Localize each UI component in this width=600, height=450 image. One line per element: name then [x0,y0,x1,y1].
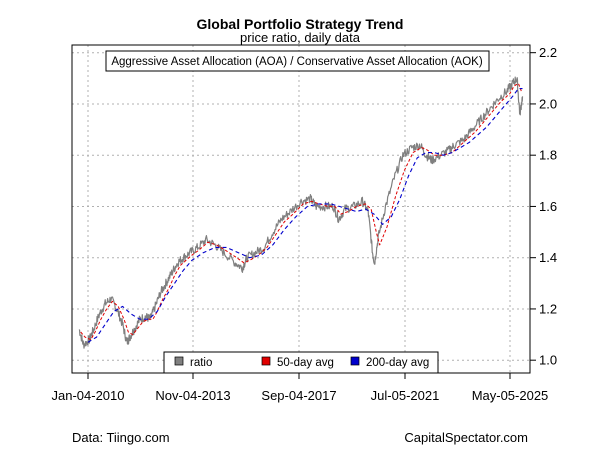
footer-credit: CapitalSpectator.com [404,430,528,445]
legend-swatch-200day [350,356,360,366]
legend-swatch-ratio [174,356,184,366]
y-tick-label: 1.6 [539,199,557,214]
legend-frame [163,351,439,374]
footer-source: Data: Tiingo.com [72,430,170,445]
chart-subtitle: price ratio, daily data [240,30,361,45]
legend-label-ratio: ratio [190,357,212,369]
chart-title: Global Portfolio Strategy Trend [197,16,404,32]
x-tick-label: Sep-04-2017 [261,388,336,403]
annotation-frame [105,50,490,72]
legend-label-200day: 200-day avg [366,357,429,369]
legend: ratio 50-day avg 200-day avg [163,351,439,374]
x-tick-label: May-05-2025 [472,388,549,403]
legend-label-50day: 50-day avg [277,357,334,369]
y-tick-label: 1.2 [539,301,557,316]
y-tick-label: 2.2 [539,45,557,60]
y-tick-label: 2.0 [539,96,557,111]
series-ratio [78,76,524,349]
series-200day [87,88,523,343]
legend-swatch-50day [261,356,271,366]
series-50day [80,82,522,341]
x-tick-label: Jul-05-2021 [371,388,440,403]
y-tick-label: 1.4 [539,250,557,265]
x-tick-label: Jan-04-2010 [52,388,125,403]
y-tick-label: 1.0 [539,353,557,368]
series-lines [78,76,524,349]
y-tick-label: 1.8 [539,148,557,163]
y-axis: 1.0 1.2 1.4 1.6 1.8 2.0 2.2 [530,45,557,368]
x-tick-label: Nov-04-2013 [155,388,230,403]
annotation-text: Aggressive Asset Allocation (AOA) / Cons… [111,56,483,68]
x-axis: Jan-04-2010 Nov-04-2013 Sep-04-2017 Jul-05-… [52,373,549,403]
annotation-box: Aggressive Asset Allocation (AOA) / Cons… [105,50,490,72]
